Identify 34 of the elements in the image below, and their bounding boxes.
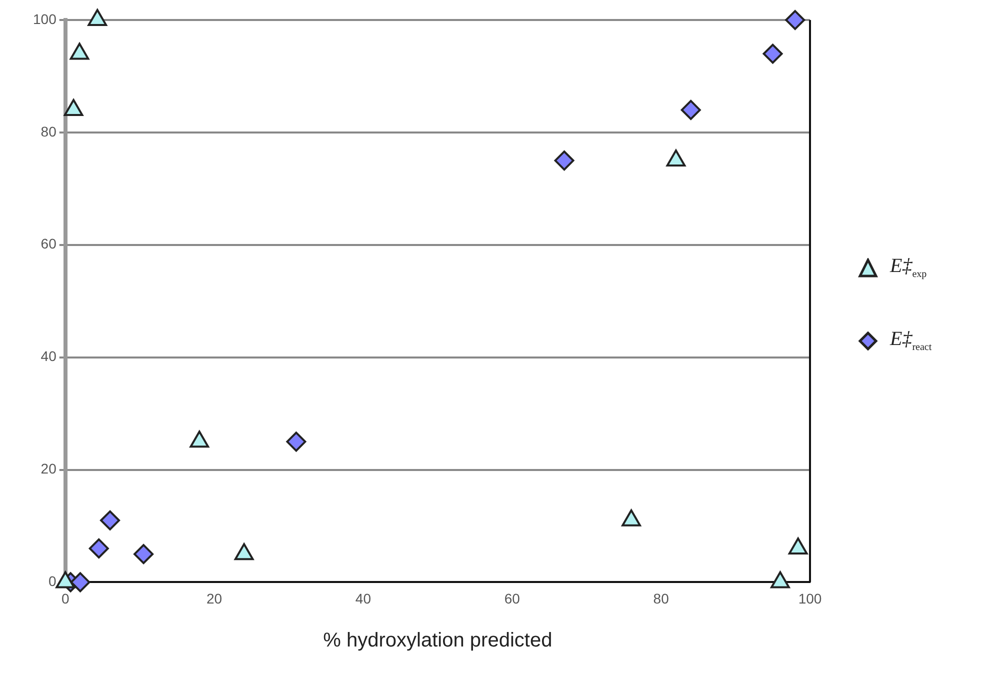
y-tick-label: 0 [48, 573, 57, 590]
point [190, 430, 210, 448]
x-tick-label: 0 [61, 590, 70, 606]
x-tick-label: 80 [653, 590, 670, 606]
point [64, 98, 84, 116]
y-tick-label: 60 [40, 236, 57, 252]
point [56, 571, 76, 588]
x-tick-label: 40 [355, 590, 372, 606]
x-tick-label: 100 [798, 590, 822, 606]
point [770, 571, 790, 588]
y-tick-label: 20 [40, 460, 57, 477]
y-tick-label: 40 [40, 348, 57, 364]
y-tick-label: 100 [33, 10, 57, 27]
point [100, 510, 120, 530]
y-tick-label: 80 [40, 123, 57, 140]
point [70, 572, 90, 592]
x-tick-label: 60 [504, 590, 520, 606]
x-axis-title: % hydroxylation predicted [323, 630, 552, 652]
point [666, 150, 686, 167]
point [554, 150, 574, 171]
point [762, 44, 783, 64]
legend-label: E‡$_{exp}$ [890, 255, 927, 280]
point [88, 9, 108, 26]
point [785, 10, 806, 30]
x-tick-label: 20 [206, 590, 222, 606]
point [88, 538, 109, 558]
point [622, 509, 641, 526]
point [234, 543, 254, 560]
point [286, 432, 306, 452]
point [70, 42, 90, 60]
point [788, 537, 808, 554]
point [680, 100, 701, 120]
legend-label: E‡$_{react}$ [890, 328, 932, 353]
point [134, 544, 154, 564]
